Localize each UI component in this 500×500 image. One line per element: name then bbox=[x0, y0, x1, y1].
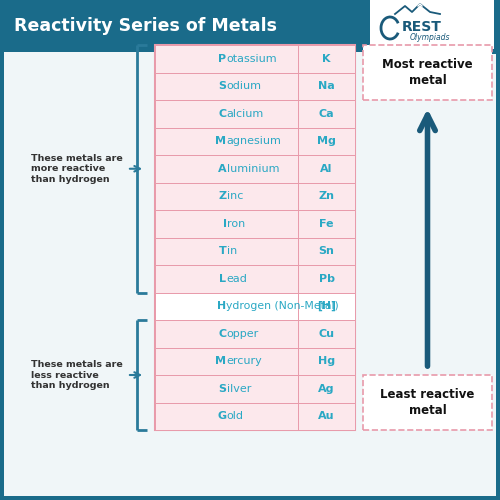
Bar bbox=[155, 72, 355, 100]
Bar bbox=[155, 155, 355, 182]
Bar bbox=[155, 375, 355, 402]
Text: Most reactive
metal: Most reactive metal bbox=[382, 58, 473, 86]
Text: in: in bbox=[226, 246, 237, 256]
Text: Least reactive
metal: Least reactive metal bbox=[380, 388, 474, 416]
Bar bbox=[155, 210, 355, 238]
Bar bbox=[155, 348, 355, 375]
Text: A: A bbox=[218, 164, 226, 174]
Text: Zn: Zn bbox=[318, 191, 334, 201]
Bar bbox=[155, 45, 355, 72]
Bar bbox=[155, 182, 355, 210]
Bar bbox=[370, 0, 494, 49]
Text: Sn: Sn bbox=[318, 246, 334, 256]
Text: Ag: Ag bbox=[318, 384, 335, 394]
Text: REST: REST bbox=[402, 20, 442, 34]
Text: agnesium: agnesium bbox=[226, 136, 281, 146]
Text: otassium: otassium bbox=[226, 54, 277, 64]
Text: Reactivity Series of Metals: Reactivity Series of Metals bbox=[14, 17, 277, 35]
Text: C: C bbox=[218, 109, 226, 118]
Bar bbox=[155, 265, 355, 292]
Text: K: K bbox=[322, 54, 331, 64]
Text: S: S bbox=[218, 384, 226, 394]
Bar bbox=[155, 402, 355, 430]
Text: G: G bbox=[218, 411, 226, 421]
Bar bbox=[155, 128, 355, 155]
Text: Mg: Mg bbox=[317, 136, 336, 146]
Bar bbox=[363, 375, 492, 430]
Text: luminium: luminium bbox=[226, 164, 279, 174]
Text: Ca: Ca bbox=[318, 109, 334, 118]
Text: odium: odium bbox=[226, 81, 262, 91]
Bar bbox=[155, 320, 355, 347]
Text: These metals are
more reactive
than hydrogen: These metals are more reactive than hydr… bbox=[31, 154, 123, 184]
Text: Pb: Pb bbox=[318, 274, 334, 284]
Text: ilver: ilver bbox=[226, 384, 251, 394]
Bar bbox=[155, 238, 355, 265]
Text: Fe: Fe bbox=[320, 219, 334, 229]
Bar bbox=[480, 32, 500, 54]
Text: Na: Na bbox=[318, 81, 335, 91]
Bar bbox=[363, 45, 492, 100]
Text: C: C bbox=[218, 329, 226, 339]
Text: opper: opper bbox=[226, 329, 259, 339]
Text: ercury: ercury bbox=[226, 356, 262, 366]
Text: Hg: Hg bbox=[318, 356, 335, 366]
Bar bbox=[155, 45, 355, 430]
Text: ead: ead bbox=[226, 274, 248, 284]
Text: alcium: alcium bbox=[226, 109, 264, 118]
Bar bbox=[155, 292, 355, 320]
Bar bbox=[4, 52, 496, 496]
Text: L: L bbox=[220, 274, 226, 284]
Bar bbox=[0, 0, 500, 52]
Text: S: S bbox=[218, 81, 226, 91]
Text: Z: Z bbox=[218, 191, 226, 201]
Text: Olympiads: Olympiads bbox=[410, 34, 450, 42]
Text: ron: ron bbox=[226, 219, 245, 229]
Text: inc: inc bbox=[226, 191, 243, 201]
Text: old: old bbox=[226, 411, 244, 421]
Text: M: M bbox=[216, 356, 226, 366]
Bar bbox=[155, 100, 355, 128]
Text: [H]: [H] bbox=[317, 301, 336, 312]
Text: P: P bbox=[218, 54, 226, 64]
Text: T: T bbox=[219, 246, 226, 256]
Text: Au: Au bbox=[318, 411, 335, 421]
Text: H: H bbox=[218, 301, 226, 311]
Text: These metals are
less reactive
than hydrogen: These metals are less reactive than hydr… bbox=[31, 360, 123, 390]
Text: I: I bbox=[222, 219, 226, 229]
Text: M: M bbox=[216, 136, 226, 146]
Text: Cu: Cu bbox=[318, 329, 334, 339]
Text: Al: Al bbox=[320, 164, 332, 174]
Text: ydrogen (Non-Metal): ydrogen (Non-Metal) bbox=[226, 301, 339, 311]
